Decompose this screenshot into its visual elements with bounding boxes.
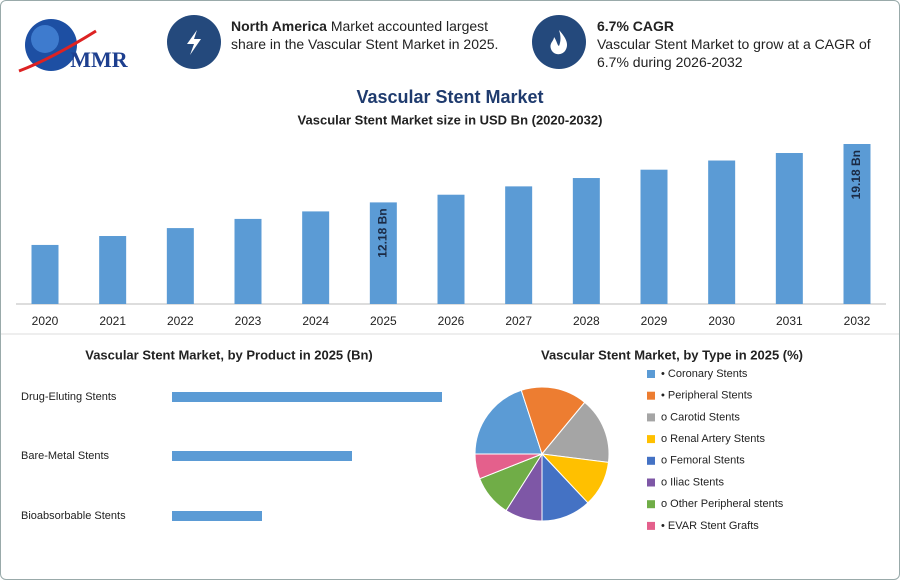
x-tick-label: 2029 <box>641 314 668 328</box>
legend-swatch <box>647 435 655 444</box>
bar <box>775 153 803 304</box>
bar <box>640 169 668 304</box>
icon-flame <box>550 30 567 55</box>
highlight-title: North America <box>231 18 327 34</box>
bar <box>172 511 262 521</box>
y-tick-label: Bioabsorbable Stents <box>21 510 126 522</box>
legend-label: o Carotid Stents <box>661 411 740 423</box>
highlight: 6.7% CAGR Vascular Stent Market to grow a… <box>597 17 882 71</box>
pie-slice <box>474 389 543 455</box>
bar <box>99 236 127 304</box>
legend-swatch <box>647 521 655 530</box>
y-tick-label: Bare-Metal Stents <box>21 450 110 462</box>
chart-subtitle: Vascular Stent Market size in USD Bn (20… <box>298 112 603 127</box>
chart-title: Vascular Stent Market, by Type in 2025 (… <box>541 347 803 362</box>
legend-swatch <box>647 478 655 487</box>
legend-swatch <box>647 456 655 465</box>
highlight: North America Market accounted largest s… <box>231 17 511 53</box>
legend-label: • Peripheral Stents <box>661 390 753 402</box>
bar <box>31 244 59 304</box>
data-label: 19.18 Bn <box>849 150 863 199</box>
highlight-text: Market accounted largest share in the Va… <box>231 18 499 52</box>
legend-label: o Renal Artery Stents <box>661 433 765 445</box>
bar <box>302 211 330 304</box>
data-label: 12.18 Bn <box>376 208 390 257</box>
legend-label: • EVAR Stent Grafts <box>661 520 759 532</box>
legend-swatch <box>647 500 655 509</box>
legend-swatch <box>647 370 655 378</box>
logo-globe-shine <box>31 25 59 53</box>
logo-text: MMR <box>70 47 129 72</box>
bar <box>166 228 194 304</box>
x-tick-label: 2026 <box>438 314 465 328</box>
icon-circle <box>532 15 586 69</box>
x-tick-label: 2022 <box>167 314 194 328</box>
highlight-title: 6.7% CAGR <box>597 18 675 34</box>
pie-slice <box>520 386 586 456</box>
legend-label: o Other Peripheral stents <box>661 498 784 510</box>
legend-label: • Coronary Stents <box>661 368 748 380</box>
logo-swoosh <box>18 29 97 73</box>
x-tick-label: 2024 <box>302 314 329 328</box>
bar <box>369 202 397 304</box>
x-tick-label: 2032 <box>844 314 871 328</box>
bar <box>843 144 871 304</box>
pie-slice <box>474 453 543 480</box>
x-tick-label: 2027 <box>505 314 532 328</box>
legend-swatch <box>647 413 655 422</box>
x-tick-label: 2020 <box>32 314 59 328</box>
y-tick-label: Drug-Eluting Stents <box>21 391 117 403</box>
pie-slice <box>541 401 610 463</box>
bar <box>437 194 465 304</box>
x-tick-label: 2030 <box>708 314 735 328</box>
x-tick-label: 2025 <box>370 314 397 328</box>
bar <box>172 392 442 402</box>
x-tick-label: 2031 <box>776 314 803 328</box>
legend-label: o Iliac Stents <box>661 476 724 488</box>
x-tick-label: 2023 <box>235 314 262 328</box>
highlight-text: Vascular Stent Market to grow at a CAGR … <box>597 36 871 70</box>
icon-bolt <box>187 30 201 55</box>
bar <box>708 160 736 304</box>
chart-title: Vascular Stent Market <box>356 87 543 107</box>
bar <box>234 218 262 304</box>
x-tick-label: 2021 <box>99 314 126 328</box>
chart-title: Vascular Stent Market, by Product in 202… <box>85 347 373 362</box>
bar <box>172 451 352 461</box>
bar <box>572 178 600 304</box>
legend-swatch <box>647 391 655 400</box>
legend-label: o Femoral Stents <box>661 455 745 467</box>
bar <box>505 186 533 304</box>
x-tick-label: 2028 <box>573 314 600 328</box>
